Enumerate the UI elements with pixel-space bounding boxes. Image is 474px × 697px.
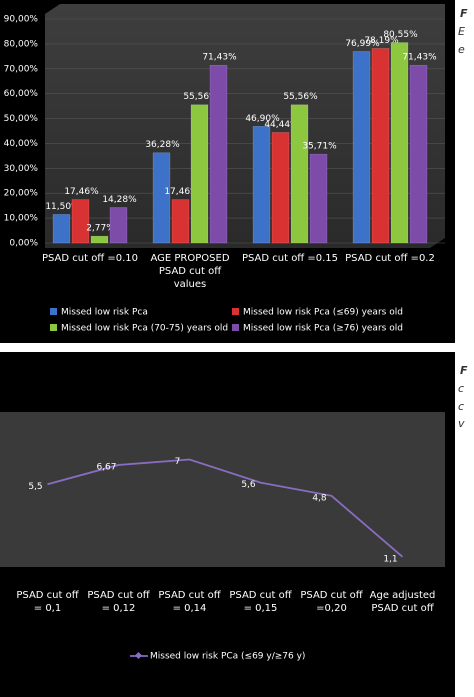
data-label: 2,77% — [86, 224, 115, 234]
y-tick-label: 50,00% — [4, 114, 39, 124]
data-label: 76,99% — [345, 39, 380, 49]
x-tick-label: PSAD cut off = 0,12 — [87, 590, 150, 614]
data-label: 71,43% — [202, 53, 237, 63]
legend-label: Missed low risk PCa (≤69 y/≥76 y) — [150, 652, 305, 662]
plot-area — [45, 4, 445, 248]
y-tick-label: 30,00% — [4, 164, 39, 174]
data-label: 4,8 — [312, 493, 327, 503]
data-label: 36,28% — [145, 140, 180, 150]
legend-marker — [134, 651, 143, 660]
plot-area — [0, 412, 445, 567]
bar — [190, 104, 209, 244]
x-tick-label: PSAD cut off =0.2 — [345, 253, 435, 264]
x-tick-label: PSAD cut off =0,20 — [300, 590, 363, 614]
x-tick-label: PSAD cut off =0.15 — [241, 253, 339, 264]
x-tick-label: PSAD cut off = 0,14 — [158, 590, 221, 614]
data-label: 5,5 — [28, 482, 42, 492]
data-label: 55,56% — [283, 92, 318, 102]
data-label: 44,44% — [264, 120, 299, 130]
legend-label: Missed low risk Pca — [61, 308, 148, 318]
legend-label: Missed low risk Pca (≤69) years old — [243, 308, 403, 318]
caption-fragment: c — [458, 382, 464, 395]
bar — [71, 199, 90, 244]
caption-fragment: E — [458, 25, 465, 38]
legend-swatch — [50, 308, 57, 315]
bar — [252, 126, 271, 244]
bar — [152, 152, 171, 244]
legend-label: Missed low risk Pca (70-75) years old — [61, 324, 228, 334]
data-label: 7 — [175, 457, 181, 467]
bar — [371, 48, 390, 244]
data-label: 71,43% — [402, 53, 437, 63]
x-tick-label: AGE PROPOSED PSAD cut off values — [150, 253, 230, 290]
data-label: 11,50% — [45, 202, 80, 212]
data-label: 55,56% — [183, 92, 218, 102]
y-tick-label: 90,00% — [4, 15, 39, 25]
bar — [52, 214, 71, 244]
bar — [352, 51, 371, 244]
data-label: 80,55% — [383, 30, 418, 40]
bar — [90, 235, 109, 244]
data-label: 17,46% — [64, 187, 99, 197]
caption-fragment: e — [458, 43, 465, 56]
y-tick-label: 80,00% — [4, 39, 39, 49]
caption-fragment: F — [460, 364, 468, 377]
legend-swatch — [232, 308, 239, 315]
legend-swatch — [50, 324, 57, 331]
line — [47, 458, 404, 558]
y-tick-label: 70,00% — [4, 64, 39, 74]
bar — [290, 104, 309, 244]
bar — [171, 199, 190, 244]
caption-fragment: F — [460, 7, 468, 20]
y-tick-label: 0,00% — [9, 239, 38, 249]
bar — [109, 207, 128, 244]
x-tick-label: PSAD cut off =0.10 — [41, 253, 139, 264]
data-label: 5,6 — [241, 480, 256, 490]
x-tick-label: Age adjusted PSAD cut off — [369, 590, 436, 614]
data-label: 78,19% — [364, 36, 399, 46]
data-label: 35,71% — [302, 142, 337, 152]
bar — [309, 153, 328, 244]
data-label: 17,46% — [164, 187, 199, 197]
legend-swatch — [232, 324, 239, 331]
y-tick-label: 60,00% — [4, 89, 39, 99]
y-tick-label: 40,00% — [4, 139, 39, 149]
bar — [209, 64, 228, 244]
caption-fragment: v — [458, 417, 465, 430]
data-label: 1,1 — [383, 554, 397, 564]
data-label: 46,90% — [245, 114, 280, 124]
bar — [271, 132, 290, 244]
data-label: 14,28% — [102, 195, 137, 205]
y-tick-label: 20,00% — [4, 189, 39, 199]
caption-fragment: c — [458, 400, 464, 413]
bar — [390, 42, 409, 244]
x-tick-label: PSAD cut off = 0,1 — [16, 590, 79, 614]
x-tick-label: PSAD cut off = 0,15 — [229, 590, 292, 614]
bar — [409, 64, 428, 244]
y-tick-label: 10,00% — [4, 214, 39, 224]
data-label: 6,67 — [96, 462, 116, 472]
legend-label: Missed low risk Pca (≥76) years old — [243, 324, 403, 334]
